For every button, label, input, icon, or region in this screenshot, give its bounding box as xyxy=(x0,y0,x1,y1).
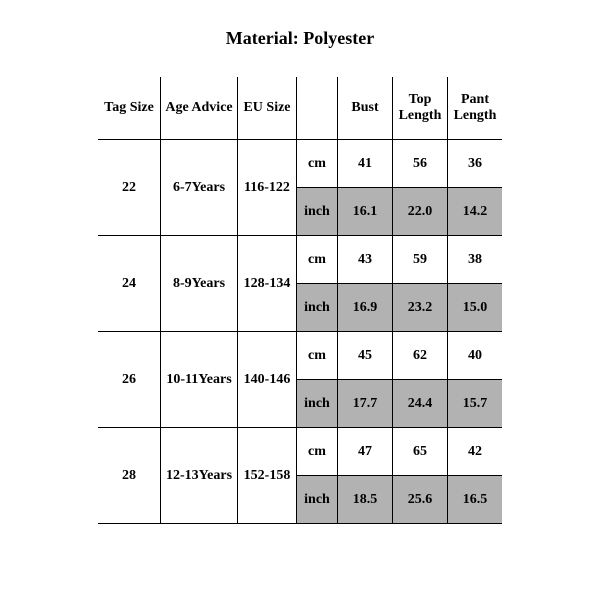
cell-bust-inch: 16.1 xyxy=(338,188,393,236)
cell-age: 12-13Years xyxy=(161,428,238,524)
cell-unit-cm: cm xyxy=(297,428,338,476)
cell-age: 6-7Years xyxy=(161,140,238,236)
cell-eu: 116-122 xyxy=(238,140,297,236)
table-header-row: Tag Size Age Advice EU Size Bust Top Len… xyxy=(98,77,502,140)
cell-unit-cm: cm xyxy=(297,332,338,380)
table-row: 28 12-13Years 152-158 cm 47 65 42 xyxy=(98,428,502,476)
cell-pant-cm: 40 xyxy=(448,332,503,380)
cell-top-cm: 59 xyxy=(393,236,448,284)
cell-pant-cm: 42 xyxy=(448,428,503,476)
cell-bust-cm: 41 xyxy=(338,140,393,188)
cell-top-cm: 65 xyxy=(393,428,448,476)
cell-tag: 22 xyxy=(98,140,161,236)
col-header-unit xyxy=(297,77,338,140)
cell-pant-inch: 15.7 xyxy=(448,380,503,428)
table-row: 22 6-7Years 116-122 cm 41 56 36 xyxy=(98,140,502,188)
page: Material: Polyester Tag Size Age Advice … xyxy=(0,0,600,600)
cell-eu: 128-134 xyxy=(238,236,297,332)
cell-pant-inch: 16.5 xyxy=(448,476,503,524)
cell-eu: 140-146 xyxy=(238,332,297,428)
cell-age: 8-9Years xyxy=(161,236,238,332)
cell-bust-inch: 18.5 xyxy=(338,476,393,524)
cell-top-inch: 22.0 xyxy=(393,188,448,236)
table-body: 22 6-7Years 116-122 cm 41 56 36 inch 16.… xyxy=(98,140,502,524)
cell-top-inch: 25.6 xyxy=(393,476,448,524)
cell-unit-inch: inch xyxy=(297,476,338,524)
table-row: 24 8-9Years 128-134 cm 43 59 38 xyxy=(98,236,502,284)
cell-tag: 24 xyxy=(98,236,161,332)
cell-unit-inch: inch xyxy=(297,188,338,236)
size-table: Tag Size Age Advice EU Size Bust Top Len… xyxy=(98,77,502,524)
cell-top-inch: 23.2 xyxy=(393,284,448,332)
cell-bust-cm: 43 xyxy=(338,236,393,284)
cell-unit-inch: inch xyxy=(297,380,338,428)
cell-tag: 26 xyxy=(98,332,161,428)
cell-pant-inch: 15.0 xyxy=(448,284,503,332)
cell-top-cm: 56 xyxy=(393,140,448,188)
col-header-bust: Bust xyxy=(338,77,393,140)
table-row: 26 10-11Years 140-146 cm 45 62 40 xyxy=(98,332,502,380)
cell-eu: 152-158 xyxy=(238,428,297,524)
cell-top-inch: 24.4 xyxy=(393,380,448,428)
cell-age: 10-11Years xyxy=(161,332,238,428)
cell-pant-inch: 14.2 xyxy=(448,188,503,236)
cell-pant-cm: 36 xyxy=(448,140,503,188)
col-header-age: Age Advice xyxy=(161,77,238,140)
cell-unit-cm: cm xyxy=(297,140,338,188)
col-header-eu: EU Size xyxy=(238,77,297,140)
col-header-tag: Tag Size xyxy=(98,77,161,140)
cell-tag: 28 xyxy=(98,428,161,524)
cell-unit-cm: cm xyxy=(297,236,338,284)
cell-bust-cm: 47 xyxy=(338,428,393,476)
cell-unit-inch: inch xyxy=(297,284,338,332)
cell-pant-cm: 38 xyxy=(448,236,503,284)
cell-top-cm: 62 xyxy=(393,332,448,380)
cell-bust-inch: 16.9 xyxy=(338,284,393,332)
cell-bust-inch: 17.7 xyxy=(338,380,393,428)
col-header-top: Top Length xyxy=(393,77,448,140)
col-header-pant: Pant Length xyxy=(448,77,503,140)
cell-bust-cm: 45 xyxy=(338,332,393,380)
page-title: Material: Polyester xyxy=(0,28,600,49)
